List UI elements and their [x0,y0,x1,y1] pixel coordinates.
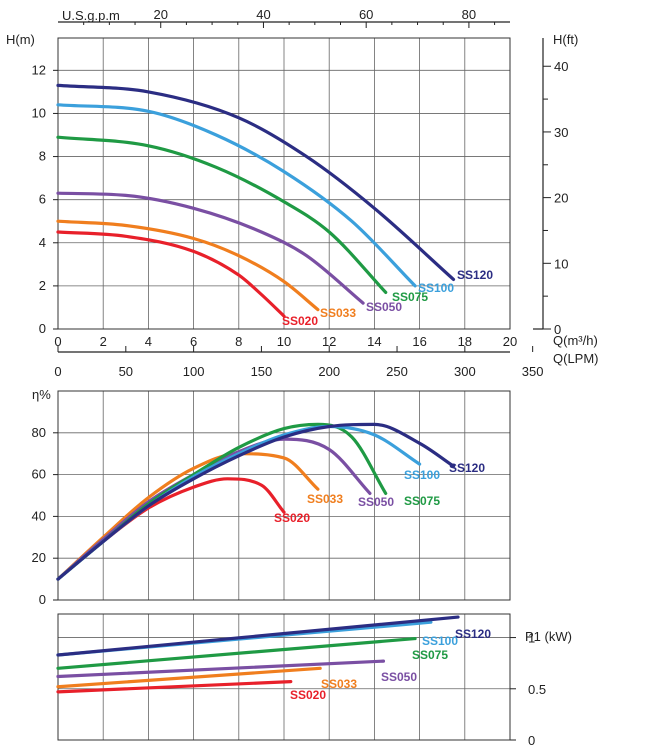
lpm-axis-tick-label: 350 [522,364,544,379]
hq-label-ss033: SS033 [320,306,356,320]
efficiency-axis-tick-label: 80 [32,425,46,440]
right-axis-label: H(ft) [553,32,578,47]
head-flow-panel: U.S.g.p.m 20 40 60 80H(m)024681012H(ft)01020… [6,7,599,379]
top-axis-label: U.S.g.p.m [62,8,120,23]
efficiency-axis-label: η% [32,387,51,402]
top-axis-tick-label: 60 [359,7,373,22]
right-axis-tick-label: 0 [554,322,561,337]
efficiency-label-ss033: SS033 [307,492,343,506]
lpm-axis-tick-label: 300 [454,364,476,379]
lpm-axis-tick-label: 150 [251,364,273,379]
left-axis-tick-label: 4 [39,235,46,250]
x-axis-m3h-tick-label: 16 [412,334,426,349]
x-axis-m3h-tick-label: 4 [145,334,152,349]
power-axis-tick-label: 0.5 [528,682,546,697]
power-label-ss020: SS020 [290,688,326,702]
x-axis-m3h-tick-label: 2 [100,334,107,349]
top-axis-tick-label: 40 [256,7,270,22]
power-label-ss100: SS100 [422,634,458,648]
top-axis-tick-label: 20 [153,7,167,22]
efficiency-label-ss120: SS120 [449,461,485,475]
plot-frame [57,390,511,601]
left-axis-tick-label: 8 [39,149,46,164]
power-axis-tick-label: 0 [528,733,535,748]
x-axis-m3h-tick-label: 14 [367,334,381,349]
efficiency-label-ss050: SS050 [358,495,394,509]
hq-curve-ss100 [56,103,417,288]
hq-label-ss120: SS120 [457,268,493,282]
hq-curve-ss120 [56,83,456,281]
right-axis-tick-label: 40 [554,59,568,74]
efficiency-axis-tick-label: 60 [32,467,46,482]
left-axis-label: H(m) [6,32,35,47]
efficiency-axis-tick-label: 20 [32,550,46,565]
power-label-ss120: SS120 [455,627,491,641]
hq-curve-ss075 [56,135,388,294]
x-axis-m3h-tick-label: 18 [458,334,472,349]
left-axis-tick-label: 12 [32,62,46,77]
hq-label-ss050: SS050 [366,300,402,314]
power-curve-ss033 [56,666,322,689]
power-curve-ss075 [56,636,417,670]
lpm-axis-tick-label: 250 [386,364,408,379]
power-axis-tick-label: 1 [528,631,535,646]
efficiency-axis-tick-label: 40 [32,508,46,523]
hq-label-ss100: SS100 [418,281,454,295]
x-axis-m3h-tick-label: 10 [277,334,291,349]
hq-label-ss020: SS020 [282,314,318,328]
left-axis-tick-label: 6 [39,192,46,207]
efficiency-label-ss100: SS100 [404,468,440,482]
hq-label-ss075: SS075 [392,290,428,304]
efficiency-label-ss020: SS020 [274,511,310,525]
lpm-axis-label: Q(LPM) [553,351,599,366]
plot-frame [57,37,511,330]
lpm-axis-tick-label: 50 [119,364,133,379]
power-label-ss033: SS033 [321,677,357,691]
hq-curve-ss033 [56,219,320,312]
lpm-axis-tick-label: 100 [183,364,205,379]
x-axis-m3h-tick-label: 12 [322,334,336,349]
power-axis-label: P1 (kW) [525,629,572,644]
right-axis-tick-label: 30 [554,125,568,140]
lpm-axis-tick-label: 200 [318,364,340,379]
right-axis-tick-label: 20 [554,191,568,206]
efficiency-panel: η% 0 20 40 60 80 SS020 SS033 SS050 SS075 SS100 SS12… [32,387,511,607]
power-curve-ss120 [56,615,460,657]
x-axis-m3h-tick-label: 8 [235,334,242,349]
efficiency-curve-ss020 [56,477,286,581]
right-axis-tick-label: 10 [554,256,568,271]
x-axis-m3h-tick-label: 6 [190,334,197,349]
left-axis-tick-label: 10 [32,105,46,120]
efficiency-label-ss075: SS075 [404,494,440,508]
top-axis-tick-label: 80 [462,7,476,22]
hq-curve-ss050 [56,191,365,305]
x-axis-m3h-tick-label: 0 [54,334,61,349]
power-curve-ss020 [56,680,293,694]
x-axis-m3h-label: Q(m³/h) [553,333,598,348]
left-axis-tick-label: 2 [39,278,46,293]
hq-curve-ss020 [56,230,286,318]
power-label-ss050: SS050 [381,670,417,684]
x-axis-m3h-tick-label: 20 [503,334,517,349]
lpm-axis-tick-label: 0 [54,364,61,379]
left-axis-tick-label: 0 [39,321,46,336]
power-label-ss075: SS075 [412,648,448,662]
power-curve-ss050 [56,659,386,679]
efficiency-axis-tick-label: 0 [39,592,46,607]
efficiency-curve-ss120 [56,422,456,581]
